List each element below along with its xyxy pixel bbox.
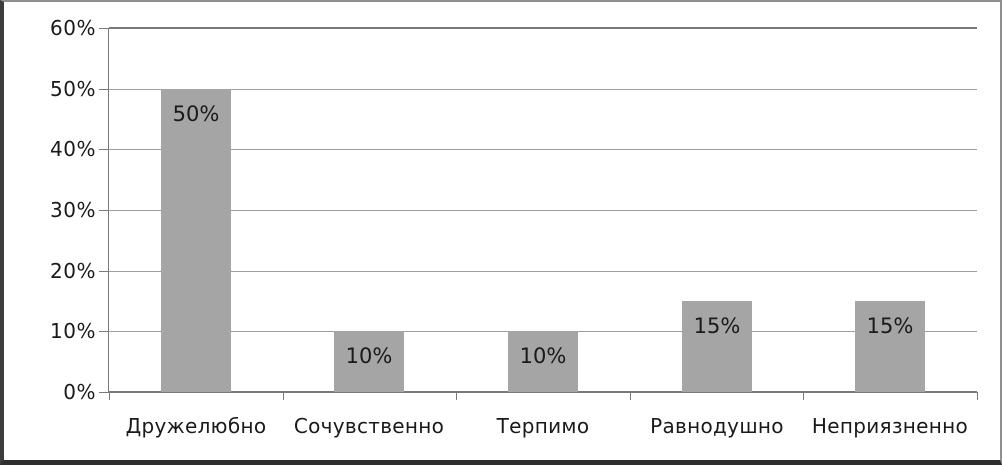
y-axis-tick: [99, 271, 109, 272]
gridline: [109, 27, 977, 29]
y-axis-tick-label: 20%: [50, 259, 96, 283]
x-axis-tick: [456, 392, 457, 400]
x-axis-tick: [977, 392, 978, 400]
gridline: [109, 89, 977, 90]
x-axis-category-label: Сочувственно: [293, 414, 445, 438]
y-axis-tick-label: 0%: [63, 380, 96, 404]
x-axis-tick: [109, 392, 110, 400]
y-axis-tick: [99, 89, 109, 90]
y-axis-tick-label: 50%: [50, 77, 96, 101]
bar: 15%: [682, 301, 752, 392]
x-axis-category-label: Неприязненно: [811, 414, 969, 438]
bar: 10%: [508, 331, 578, 392]
x-axis-tick: [803, 392, 804, 400]
x-axis-line: [108, 391, 977, 393]
y-axis-tick: [99, 392, 109, 393]
bar-value-label: 10%: [519, 344, 567, 368]
y-axis-tick: [99, 210, 109, 211]
y-axis-tick-label: 40%: [50, 137, 96, 161]
y-axis-tick-label: 60%: [50, 16, 96, 40]
bar-chart: 0% 10% 20% 30% 40% 50% 60% 50% Дружелюбно 10% Сочу…: [4, 2, 1000, 460]
gridline: [109, 149, 977, 150]
y-axis-tick: [99, 331, 109, 332]
x-axis-category-label: Дружелюбно: [125, 414, 267, 438]
bar: 15%: [855, 301, 925, 392]
bar: 50%: [161, 89, 231, 392]
y-axis-tick-label: 30%: [50, 198, 96, 222]
y-axis-line: [108, 28, 109, 392]
gridline: [109, 271, 977, 272]
x-axis-category-label: Терпимо: [496, 414, 590, 438]
y-axis-tick: [99, 149, 109, 150]
gridline: [109, 210, 977, 211]
bar-value-label: 10%: [345, 344, 393, 368]
y-axis-tick-label: 10%: [50, 319, 96, 343]
x-axis-category-label: Равнодушно: [650, 414, 784, 438]
bar-value-label: 15%: [693, 314, 741, 338]
bar-value-label: 50%: [172, 102, 220, 126]
y-axis-tick: [99, 28, 109, 29]
x-axis-tick: [630, 392, 631, 400]
bar: 10%: [334, 331, 404, 392]
bar-value-label: 15%: [866, 314, 914, 338]
x-axis-tick: [283, 392, 284, 400]
